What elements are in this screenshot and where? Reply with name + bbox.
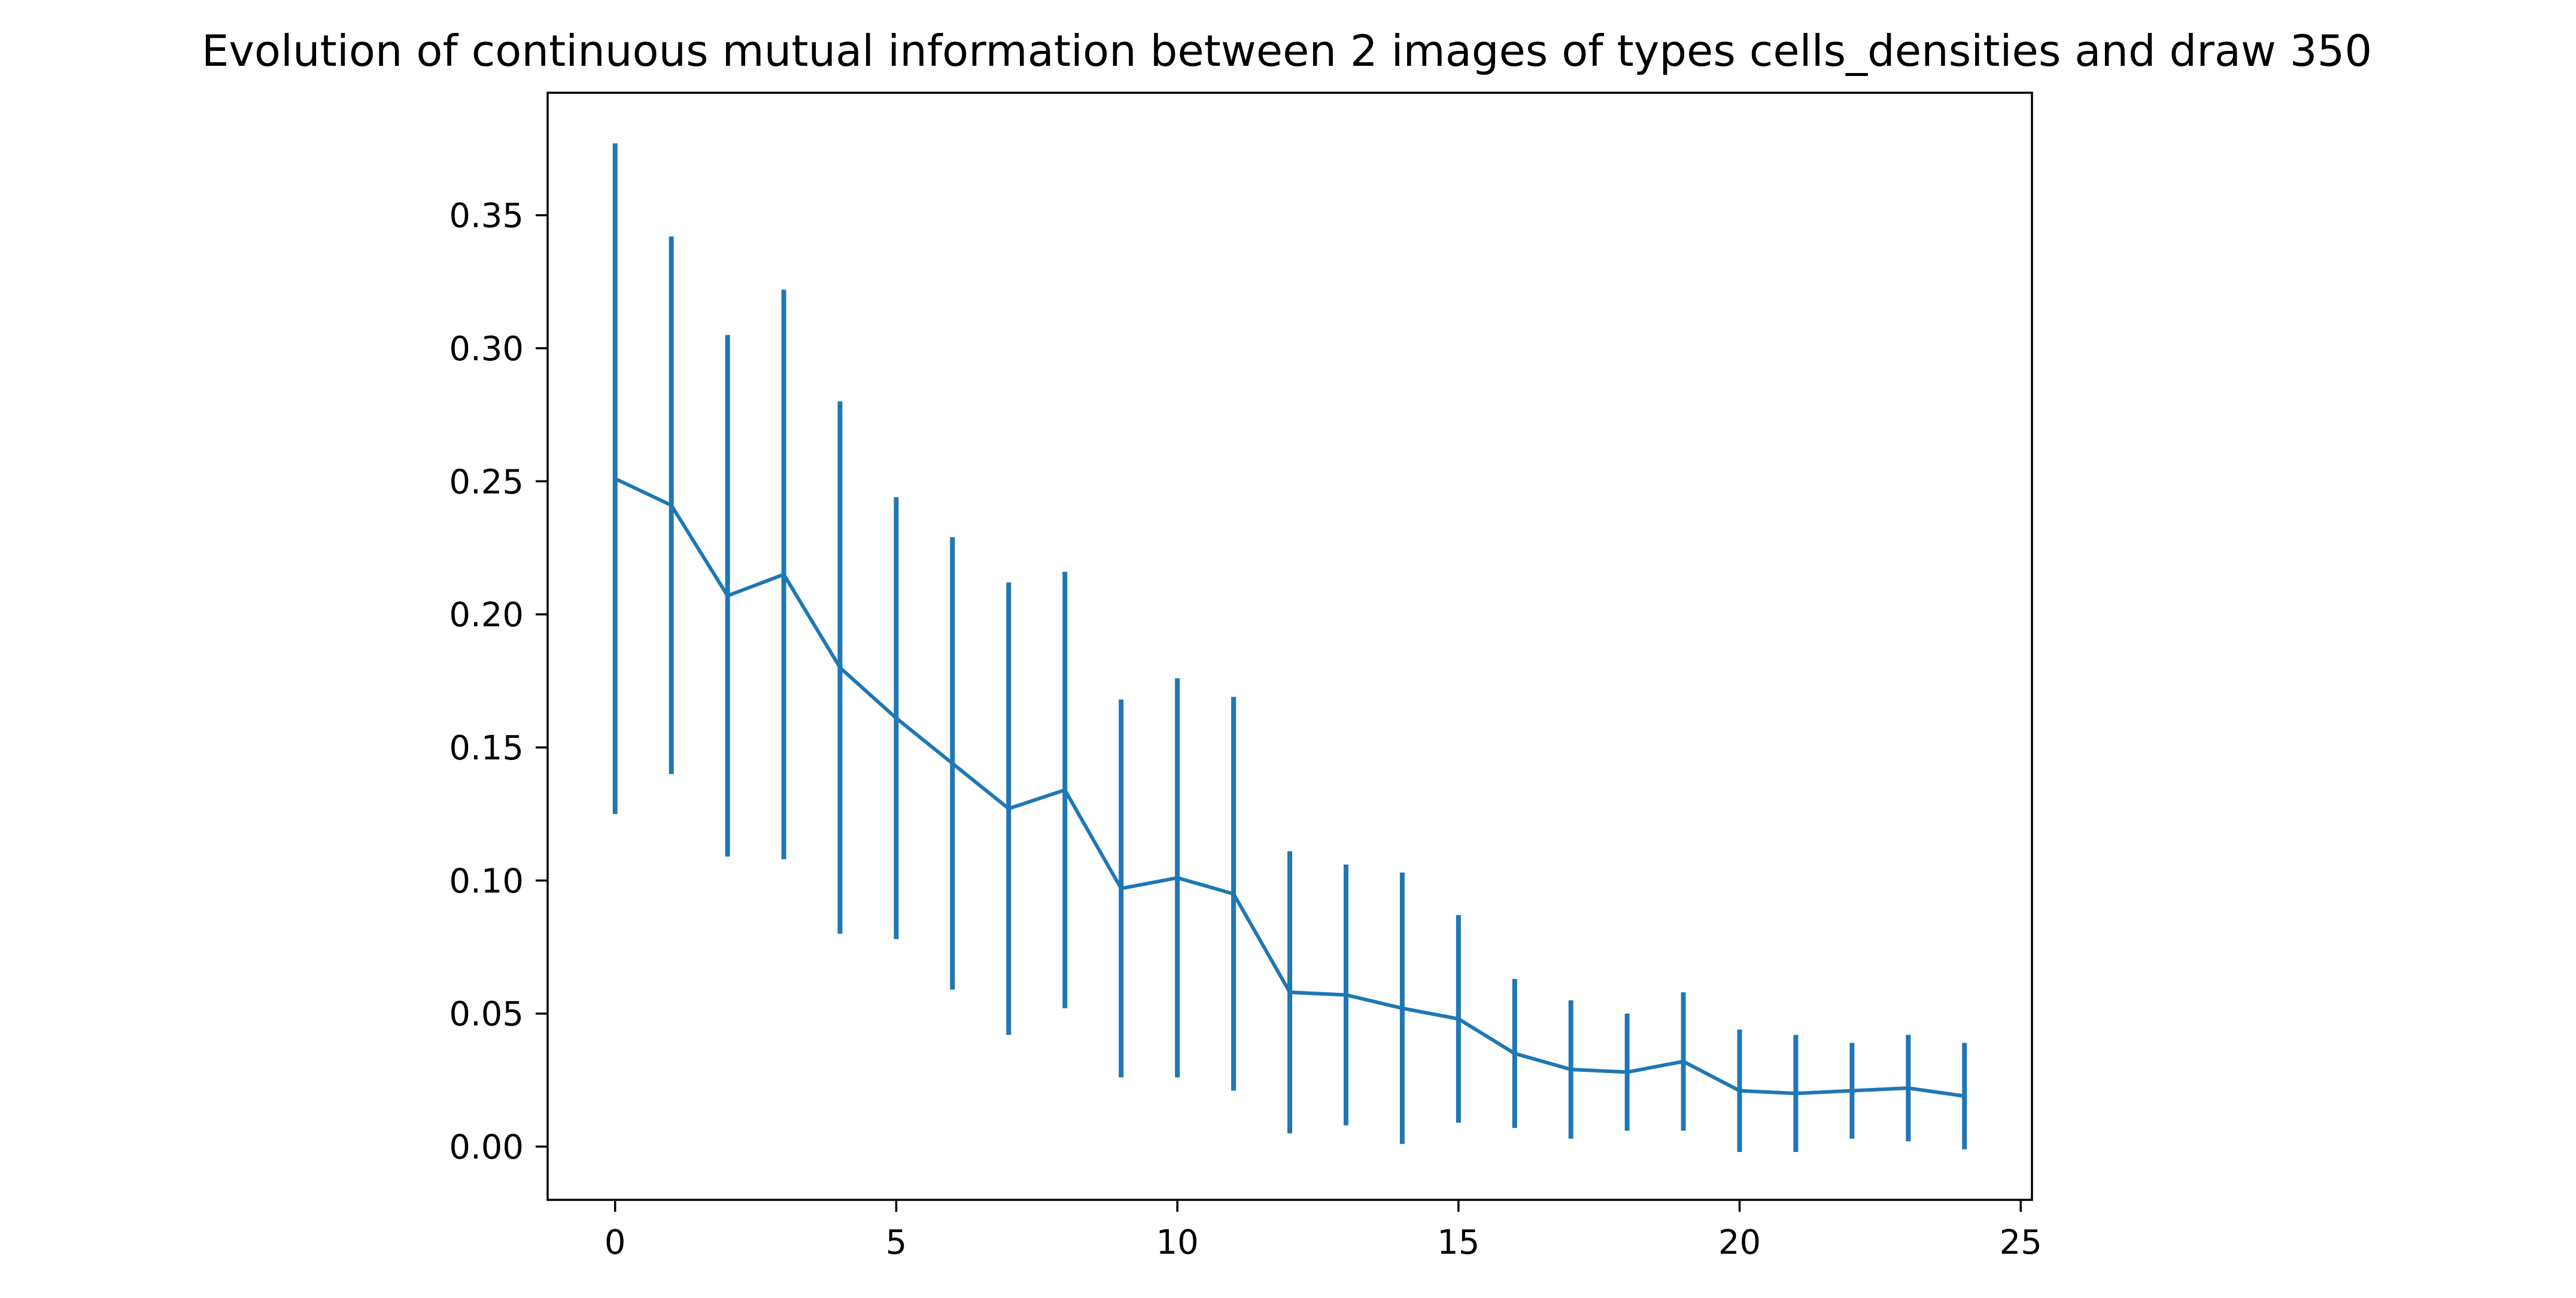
y-tick-label: 0.35 <box>449 197 524 236</box>
x-tick-label: 15 <box>1437 1223 1480 1262</box>
y-tick-label: 0.05 <box>449 995 524 1034</box>
x-tick-label: 5 <box>886 1223 907 1262</box>
y-tick-label: 0.20 <box>449 596 524 635</box>
y-tick-label: 0.15 <box>449 729 524 768</box>
x-tick-label: 25 <box>2000 1223 2042 1262</box>
y-tick-label: 0.00 <box>449 1128 524 1167</box>
x-tick-label: 0 <box>604 1223 626 1262</box>
axes: 0 5 10 15 20 25 0.00 0.05 0.10 0.15 0.20 0.25 0.30 0.… <box>449 92 2042 1262</box>
x-tick-label: 20 <box>1718 1223 1761 1262</box>
y-tick-label: 0.25 <box>449 463 524 501</box>
x-tick-label: 10 <box>1156 1223 1198 1262</box>
y-tick-label: 0.30 <box>449 330 524 369</box>
plot-area <box>612 143 1967 1152</box>
series-line <box>612 476 1967 1098</box>
chart-title: Evolution of continuous mutual informati… <box>202 26 2372 76</box>
axes-frame <box>546 92 2033 1201</box>
y-tick-label: 0.10 <box>449 862 524 901</box>
